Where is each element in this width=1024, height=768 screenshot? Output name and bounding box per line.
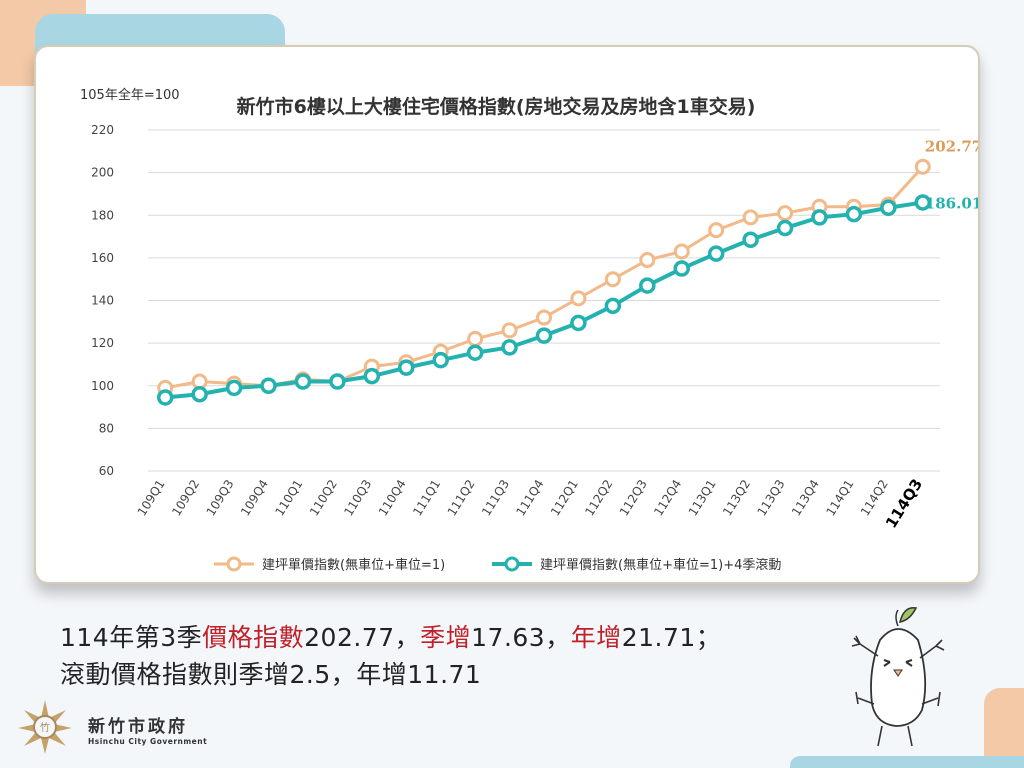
series-2-point — [466, 344, 484, 361]
x-tick-label: 112Q4 — [651, 477, 684, 518]
x-tick-label: 113Q2 — [720, 477, 753, 518]
series-2-point — [639, 277, 656, 294]
y-tick-label: 60 — [99, 464, 114, 478]
summary-segment: 價格指數 — [202, 623, 305, 652]
legend-label: 建坪單價指數(無車位+車位=1)+4季滾動 — [540, 558, 781, 573]
series-1-point — [536, 309, 552, 326]
series-2-point — [742, 231, 759, 249]
summary-segment: 202.77， — [304, 623, 421, 652]
x-tick-label: 109Q4 — [238, 477, 271, 518]
x-tick-label: 111Q3 — [479, 477, 512, 518]
y-tick-label: 100 — [91, 379, 114, 393]
summary-line-1: 114年第3季價格指數202.77，季增17.63，年增21.71； — [60, 618, 721, 654]
summary-segment: 季增 — [420, 623, 472, 652]
summary-segment: 21.71； — [621, 623, 722, 652]
x-tick-label: 109Q1 — [135, 477, 168, 518]
x-tick-label: 110Q3 — [341, 477, 374, 518]
series-2-point — [191, 386, 208, 403]
y-tick-label: 80 — [99, 421, 114, 435]
series-line-2 — [165, 200, 924, 400]
decor-blue-bottom-right — [790, 756, 1024, 768]
x-tick-label: 114Q2 — [858, 477, 891, 518]
x-tick-label: 112Q2 — [582, 477, 615, 518]
y-tick-label: 120 — [91, 336, 114, 350]
series-2-point — [604, 297, 622, 315]
y-tick-label: 180 — [91, 208, 114, 222]
y-tick-label: 140 — [91, 294, 114, 308]
chart-title: 新竹市6樓以上大樓住宅價格指數(房地交易及房地含1車交易) — [237, 95, 756, 118]
summary-segment: 年增 — [570, 623, 622, 652]
series-line-1 — [164, 165, 924, 390]
series-1-point — [742, 209, 759, 226]
y-tick-label: 200 — [91, 166, 114, 180]
series-1-point — [673, 243, 690, 260]
series-2-point — [914, 194, 932, 211]
series-2-point — [776, 219, 794, 237]
series-1-point — [777, 205, 794, 222]
series-1-end-label: 202.77 — [925, 138, 978, 156]
x-tick-label: 109Q2 — [169, 477, 202, 518]
series-2-point — [501, 339, 518, 356]
x-tick-label: 113Q1 — [686, 477, 719, 518]
x-tick-label: 114Q1 — [823, 477, 856, 518]
mascot-icon — [851, 607, 945, 747]
series-1-point — [604, 271, 621, 288]
series-2-point — [363, 367, 381, 385]
summary-line-2: 滾動價格指數則季增2.5，年增11.71 — [60, 660, 482, 689]
legend-swatch-marker — [226, 556, 242, 572]
series-2-point — [673, 260, 690, 277]
series-2-point — [432, 351, 449, 369]
y-tick-label: 160 — [91, 251, 114, 265]
series-2-point — [535, 327, 553, 344]
x-tick-label: 113Q3 — [755, 477, 788, 518]
y-axis-unit-label: 105年全年=100 — [80, 87, 180, 103]
x-tick-label: 111Q2 — [445, 477, 478, 518]
series-2-point — [398, 359, 415, 376]
legend-label: 建坪單價指數(無車位+車位=1) — [262, 558, 445, 573]
series-2-point — [156, 389, 174, 406]
series-1-point — [708, 222, 725, 239]
legend-swatch-marker — [504, 556, 520, 572]
x-tick-label: 110Q1 — [272, 477, 305, 518]
y-tick-label: 220 — [91, 123, 114, 137]
series-2-point — [811, 209, 828, 226]
series-1-point — [914, 158, 931, 175]
org-name-en: Hsinchu City Government — [88, 737, 208, 746]
summary-segment: 114年第3季 — [60, 623, 203, 652]
series-2-point — [225, 379, 243, 397]
decor-peach-bottom-right — [984, 688, 1024, 768]
series-2-point — [329, 373, 346, 390]
x-tick-label: 109Q3 — [204, 477, 237, 518]
series-2-point — [707, 245, 725, 262]
x-tick-label: 111Q1 — [410, 477, 443, 518]
series-1-point — [570, 290, 587, 307]
series-2-point — [845, 205, 863, 223]
x-tick-label: 112Q1 — [548, 477, 581, 518]
x-tick-label: 113Q4 — [789, 477, 822, 518]
series-2-point — [880, 199, 897, 217]
price-index-line-chart: 新竹市6樓以上大樓住宅價格指數(房地交易及房地含1車交易) 105年全年=100 6… — [80, 87, 978, 573]
series-2-point — [260, 377, 277, 394]
series-1-point — [639, 252, 656, 269]
series-2-point — [294, 373, 312, 390]
series-2-end-label: 186.01 — [925, 194, 978, 212]
summary-segment: 17.63， — [471, 623, 571, 652]
x-tick-label: 110Q4 — [376, 477, 409, 518]
org-name: 新竹市政府 — [88, 717, 188, 737]
x-tick-label: 110Q2 — [307, 477, 340, 518]
series-1-point — [501, 322, 518, 339]
svg-text:竹: 竹 — [40, 721, 50, 734]
series-1-point — [467, 330, 484, 347]
chart-card: 新竹市6樓以上大樓住宅價格指數(房地交易及房地含1車交易) 105年全年=100 6… — [34, 45, 980, 584]
hsinchu-city-emblem-icon: 竹 — [18, 700, 72, 754]
series-2-point — [570, 314, 587, 332]
x-tick-label: 112Q3 — [617, 477, 650, 518]
x-tick-label: 111Q4 — [513, 477, 546, 518]
